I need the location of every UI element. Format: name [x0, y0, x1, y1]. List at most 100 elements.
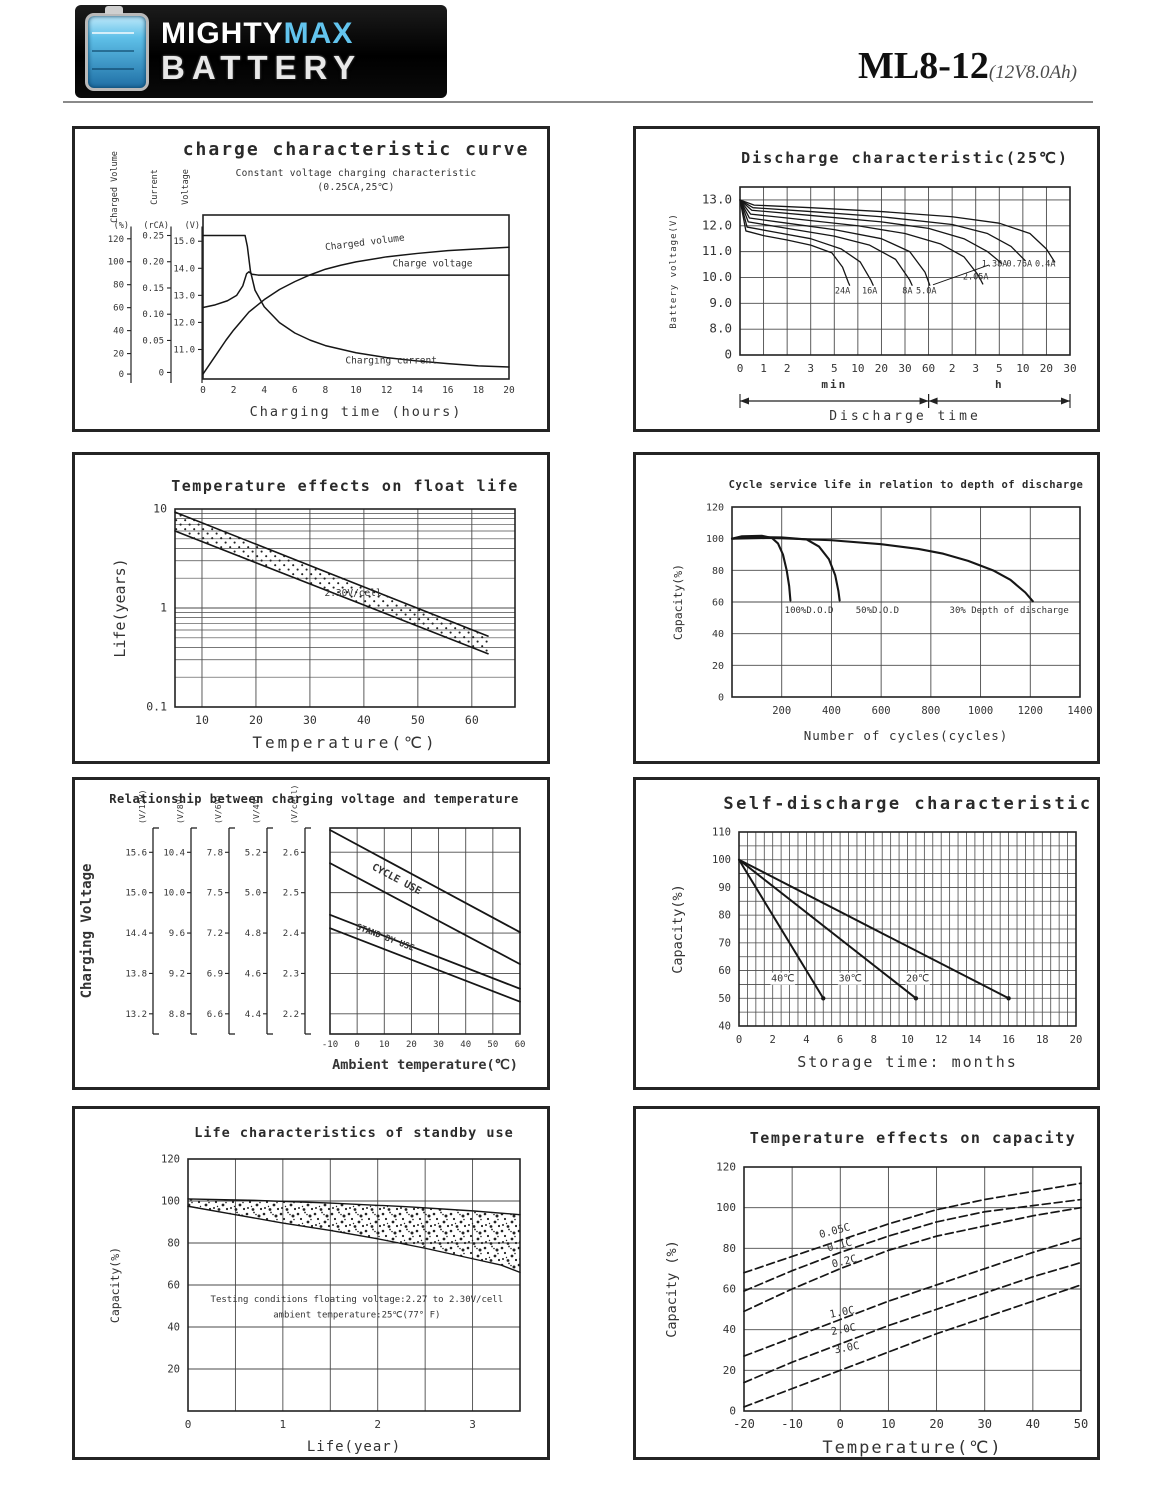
- cycle-service-life-chart: 200 400 600 800 1000 1200 1400 0 20 40 60 80 100 120 1…: [671, 503, 1093, 744]
- svg-text:2: 2: [949, 362, 956, 375]
- brand-mighty: MIGHTY: [161, 17, 284, 50]
- svg-text:1400: 1400: [1067, 705, 1092, 717]
- svg-text:120: 120: [716, 1161, 736, 1174]
- grid: [739, 832, 1076, 1026]
- svg-text:0.05: 0.05: [142, 336, 164, 346]
- discharge-characteristic-chart: 0 1 2 3 5 10 20 30 60 2 3 5 10 20 30 13.0 12.0 11.0 10.0 9.…: [669, 186, 1077, 424]
- svg-text:40: 40: [460, 1040, 471, 1050]
- series-line: [202, 246, 510, 375]
- svg-text:30: 30: [898, 362, 911, 375]
- svg-text:8: 8: [871, 1034, 877, 1046]
- chart-title: Temperature effects on float life: [171, 477, 519, 495]
- svg-text:(V/6V): (V/6V): [213, 794, 223, 824]
- svg-text:40: 40: [1026, 1417, 1040, 1431]
- svg-text:50: 50: [718, 993, 731, 1005]
- svg-text:12: 12: [935, 1034, 948, 1046]
- svg-text:200: 200: [772, 705, 791, 717]
- svg-text:100: 100: [716, 1201, 736, 1214]
- svg-text:ambient temperature:25℃(77° F): ambient temperature:25℃(77° F): [273, 1311, 440, 1321]
- svg-text:CYCLE USE: CYCLE USE: [370, 862, 423, 897]
- svg-text:100%D.O.D: 100%D.O.D: [785, 606, 834, 616]
- band-fill: [188, 1198, 520, 1273]
- chart-title: Self-discharge characteristic: [723, 794, 1093, 814]
- svg-text:60: 60: [712, 598, 724, 609]
- svg-text:60: 60: [113, 304, 124, 314]
- svg-text:40: 40: [723, 1323, 736, 1336]
- charge-characteristic-chart: 0 2 4 6 8 10 12 14 16 18 20 Charged volume Charge vo…: [108, 151, 515, 420]
- series-line: [187, 1198, 521, 1216]
- series-line: [743, 1284, 1082, 1408]
- svg-text:40: 40: [167, 1322, 180, 1334]
- scale-axis: 120 100 80 60 40 20 0 (%)Charged Volume: [108, 151, 132, 383]
- plot-border: [739, 186, 1071, 356]
- chart-subtitle: Constant voltage charging characteristic…: [193, 167, 519, 195]
- series-line: [739, 199, 913, 286]
- svg-text:1: 1: [760, 362, 767, 375]
- svg-text:6: 6: [292, 385, 298, 396]
- panel-self-discharge: Self-discharge characteristic 0 2 4 6 8 10 12 1…: [633, 777, 1100, 1090]
- svg-text:120: 120: [108, 235, 124, 245]
- svg-text:0: 0: [200, 385, 206, 396]
- axis-tick-labels: 0 1 2 3 5 10 20 30 60 2 3 5 10 20 30 13.0 12.0 11.0 10.0 9.…: [702, 191, 1077, 375]
- series-line: [743, 1237, 1082, 1357]
- chart-subtitle-line2: (0.25CA,25℃): [317, 182, 395, 193]
- svg-text:120: 120: [161, 1154, 180, 1166]
- bracket-axis: 5.2 5.0 4.8 4.6 4.4 (V/4V): [245, 794, 273, 1035]
- svg-text:(V/8V): (V/8V): [175, 794, 185, 824]
- svg-text:1200: 1200: [1018, 705, 1043, 717]
- axis-tick-labels: -20 -10 0 10 20 30 40 50 0 20 40 60 80 100 120: [716, 1161, 1088, 1432]
- panel-temperature-capacity: Temperature effects on capacity -20 -10 0 1…: [633, 1106, 1100, 1460]
- series-line: [329, 913, 521, 990]
- svg-text:2.5: 2.5: [283, 889, 299, 899]
- panel-discharge-characteristic: Discharge characteristic(25℃) 0 1 2 3 5 10 20 3…: [633, 126, 1100, 432]
- svg-text:20: 20: [875, 362, 888, 375]
- svg-text:(V/4V): (V/4V): [251, 794, 261, 824]
- plot-border: [738, 831, 1077, 1027]
- svg-text:Temperature(℃): Temperature(℃): [252, 733, 437, 752]
- svg-text:0.10: 0.10: [142, 310, 164, 320]
- svg-text:0: 0: [185, 1418, 192, 1431]
- svg-text:100: 100: [706, 534, 724, 545]
- svg-text:2: 2: [770, 1034, 776, 1046]
- axis-tick-labels: 0 1 2 3 20 40 60 80 100 120: [161, 1154, 476, 1432]
- svg-text:Voltage: Voltage: [181, 169, 191, 205]
- svg-text:70: 70: [718, 937, 731, 949]
- svg-text:1000: 1000: [968, 705, 993, 717]
- svg-text:24A: 24A: [835, 286, 850, 296]
- svg-text:(%): (%): [114, 221, 129, 231]
- svg-text:10: 10: [350, 385, 362, 396]
- svg-text:h: h: [995, 378, 1004, 391]
- label-bg: [905, 972, 930, 985]
- svg-text:4: 4: [803, 1034, 809, 1046]
- grid: [732, 507, 1080, 697]
- series-line: [738, 858, 1010, 1000]
- svg-text:Life(years): Life(years): [111, 558, 129, 657]
- svg-text:4.6: 4.6: [245, 969, 261, 979]
- svg-text:0.25: 0.25: [142, 232, 164, 242]
- svg-text:14: 14: [411, 385, 423, 396]
- svg-text:0: 0: [837, 1417, 844, 1431]
- svg-text:18: 18: [1036, 1034, 1049, 1046]
- float-life-chart: 10 20 30 40 50 60 10 1 0.1 2.30V/cell Temperature(…: [111, 502, 516, 752]
- svg-text:50: 50: [411, 713, 425, 727]
- grid: [740, 187, 1070, 355]
- series-line: [739, 199, 984, 285]
- series-line: [739, 199, 874, 286]
- model-name: ML8-12: [858, 45, 989, 87]
- grid: [175, 509, 515, 707]
- svg-text:Capacity(%): Capacity(%): [671, 564, 685, 640]
- svg-text:20: 20: [1040, 362, 1053, 375]
- svg-text:50: 50: [1074, 1417, 1088, 1431]
- battery-icon: [85, 5, 149, 91]
- svg-text:10.0: 10.0: [702, 269, 732, 284]
- svg-text:0.15: 0.15: [142, 284, 164, 294]
- svg-text:30: 30: [433, 1040, 444, 1050]
- series-line: [174, 530, 489, 655]
- series-line: [187, 1205, 521, 1274]
- svg-text:10: 10: [851, 362, 864, 375]
- svg-text:0: 0: [119, 370, 124, 380]
- svg-text:60: 60: [167, 1280, 180, 1292]
- axis-tick-labels: 0 2 4 6 8 10 12 14 16 18 20 40 50 60 70 80 90 100 110: [712, 827, 1082, 1047]
- svg-text:60: 60: [723, 1283, 736, 1296]
